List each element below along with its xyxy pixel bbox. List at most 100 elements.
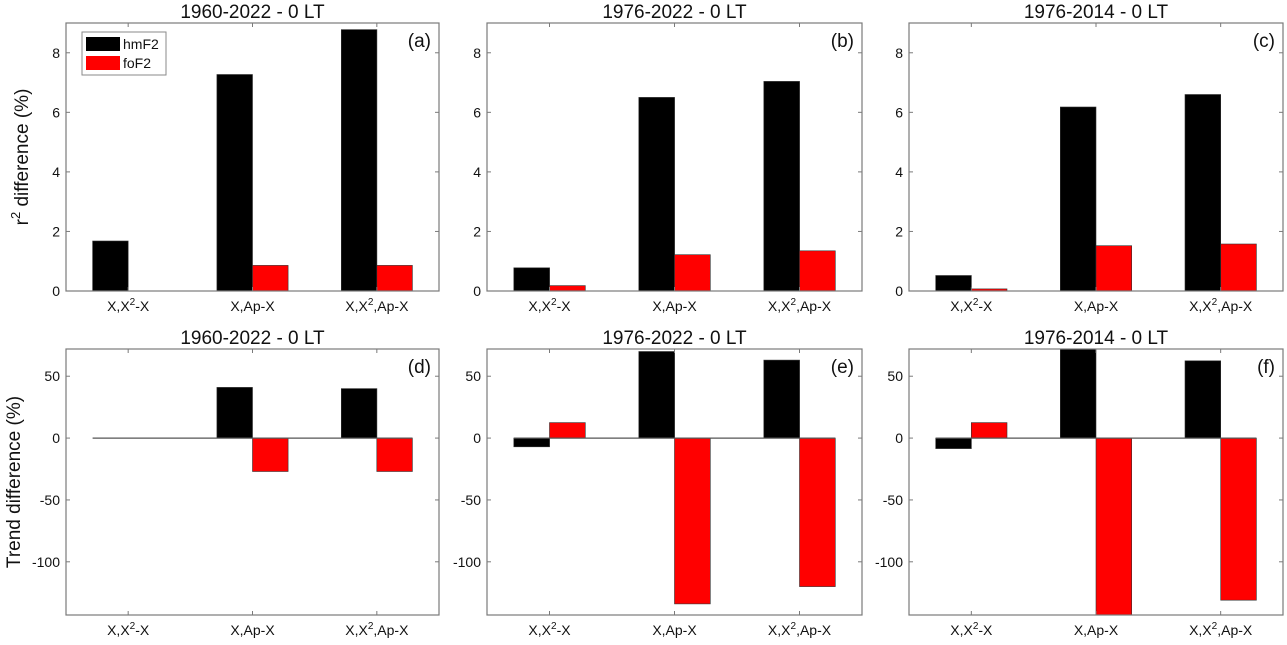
ylabel-superscript: 2	[8, 212, 23, 219]
panel-title: 1976-2014 - 0 LT	[1024, 328, 1169, 349]
y-tick-label: -50	[40, 492, 60, 508]
x-tick-label-part: X,Ap-X	[652, 298, 697, 314]
x-tick-label: X,Ap-X	[1074, 622, 1119, 638]
bar-hmF2-1	[1060, 106, 1097, 291]
y-axis-label-trend-difference: Trend difference (%)	[4, 396, 25, 568]
y-tick-label: -50	[883, 492, 903, 508]
panel-title: 1976-2014 - 0 LT	[1024, 2, 1169, 23]
bar-hmF2-2	[340, 388, 378, 439]
x-tick-label: X,Ap-X	[230, 622, 275, 638]
panel-title: 1976-2022 - 0 LT	[602, 328, 747, 349]
legend-swatch-foF2	[86, 56, 120, 70]
x-tick-label-part: ,Ap-X	[1217, 298, 1253, 314]
bars	[935, 349, 1257, 615]
x-tick-label-superscript: 2	[368, 297, 374, 308]
bar-foF2-0	[970, 422, 1008, 439]
y-tick-label: 0	[52, 430, 60, 446]
bar-foF2-2	[799, 437, 836, 587]
y-tick-label: -100	[32, 554, 60, 570]
bar-hmF2-2	[1184, 360, 1222, 439]
x-tick-label: X,X2-X	[107, 297, 150, 314]
x-tick-label: X,X2,Ap-X	[1189, 621, 1253, 638]
bar-hmF2-1	[638, 351, 675, 439]
y-tick-label: 8	[895, 45, 903, 61]
y-tick-label: 2	[52, 223, 60, 239]
bar-foF2-2	[1220, 243, 1257, 291]
x-tick-label-part: X,X	[768, 298, 791, 314]
y-tick-label: 0	[473, 430, 481, 446]
panel-letter: (f)	[1257, 357, 1275, 378]
x-tick-label-superscript: 2	[791, 621, 797, 632]
y-tick-label: -100	[875, 554, 903, 570]
x-tick-label-part: ,Ap-X	[373, 622, 409, 638]
bar-foF2-1	[252, 437, 289, 472]
x-tick-label-part: X,Ap-X	[230, 622, 275, 638]
ylabel-rest: difference (%)	[12, 89, 33, 212]
y-tick-label: 4	[52, 164, 60, 180]
bar-foF2-2	[799, 250, 836, 291]
y-tick-label: 50	[465, 368, 481, 384]
x-tick-label-part: X,X	[107, 622, 130, 638]
x-tick-label-part: ,Ap-X	[796, 622, 832, 638]
bar-foF2-2	[376, 265, 413, 291]
bar-hmF2-2	[1184, 94, 1222, 291]
bar-foF2-1	[674, 437, 711, 605]
x-tick-label: X,X2-X	[528, 297, 571, 314]
x-tick-label-part: X,Ap-X	[230, 298, 275, 314]
bar-hmF2-2	[763, 359, 800, 439]
bar-hmF2-1	[216, 74, 253, 291]
bar-hmF2-0	[92, 240, 129, 291]
bar-hmF2-0	[935, 275, 972, 291]
x-tick-label-part: X,X	[1189, 298, 1212, 314]
bar-foF2-2	[1220, 437, 1257, 601]
x-tick-label: X,Ap-X	[652, 298, 697, 314]
x-tick-label: X,Ap-X	[1074, 298, 1119, 314]
bar-hmF2-0	[513, 437, 550, 448]
x-tick-label: X,X2-X	[107, 621, 150, 638]
y-tick-label: 4	[895, 164, 903, 180]
panel-title: 1960-2022 - 0 LT	[180, 2, 325, 23]
x-tick-label: X,X2,Ap-X	[345, 297, 409, 314]
bar-hmF2-1	[1060, 349, 1097, 439]
x-tick-label-superscript: 2	[368, 621, 374, 632]
x-tick-label-superscript: 2	[130, 621, 136, 632]
bar-foF2-1	[1095, 245, 1133, 291]
x-tick-label-part: X,X	[345, 622, 368, 638]
x-tick-label: X,X2-X	[950, 297, 993, 314]
x-tick-label-part: X,Ap-X	[652, 622, 697, 638]
x-tick-label: X,X2,Ap-X	[345, 621, 409, 638]
panel-letter: (e)	[831, 357, 854, 378]
x-tick-label-superscript: 2	[973, 621, 979, 632]
bar-hmF2-1	[638, 97, 675, 291]
x-tick-label-part: X,X	[950, 622, 973, 638]
x-tick-label: X,X2,Ap-X	[1189, 297, 1253, 314]
y-tick-label: 6	[895, 104, 903, 120]
panel-letter: (a)	[408, 31, 431, 52]
bars	[513, 351, 836, 605]
y-tick-label: 6	[52, 104, 60, 120]
y-tick-label: 6	[473, 104, 481, 120]
x-tick-label: X,X2-X	[950, 621, 993, 638]
legend-label-hmF2: hmF2	[123, 36, 159, 52]
panel-letter: (d)	[408, 357, 431, 378]
y-tick-label: -100	[453, 554, 481, 570]
x-tick-label-part: -X	[557, 622, 572, 638]
x-tick-label-part: -X	[978, 622, 993, 638]
x-tick-label-part: X,Ap-X	[1074, 622, 1119, 638]
x-tick-label-part: -X	[557, 298, 572, 314]
x-tick-label-superscript: 2	[130, 297, 136, 308]
y-tick-label: 2	[473, 223, 481, 239]
panel-title: 1976-2022 - 0 LT	[602, 2, 747, 23]
x-tick-label: X,X2-X	[528, 621, 571, 638]
x-tick-label-part: -X	[135, 298, 150, 314]
y-tick-label: 2	[895, 223, 903, 239]
bar-hmF2-2	[763, 81, 800, 291]
y-tick-label: 0	[895, 430, 903, 446]
x-tick-label-part: -X	[978, 298, 993, 314]
ylabel-r: r	[12, 218, 33, 225]
panel-title: 1960-2022 - 0 LT	[180, 328, 325, 349]
